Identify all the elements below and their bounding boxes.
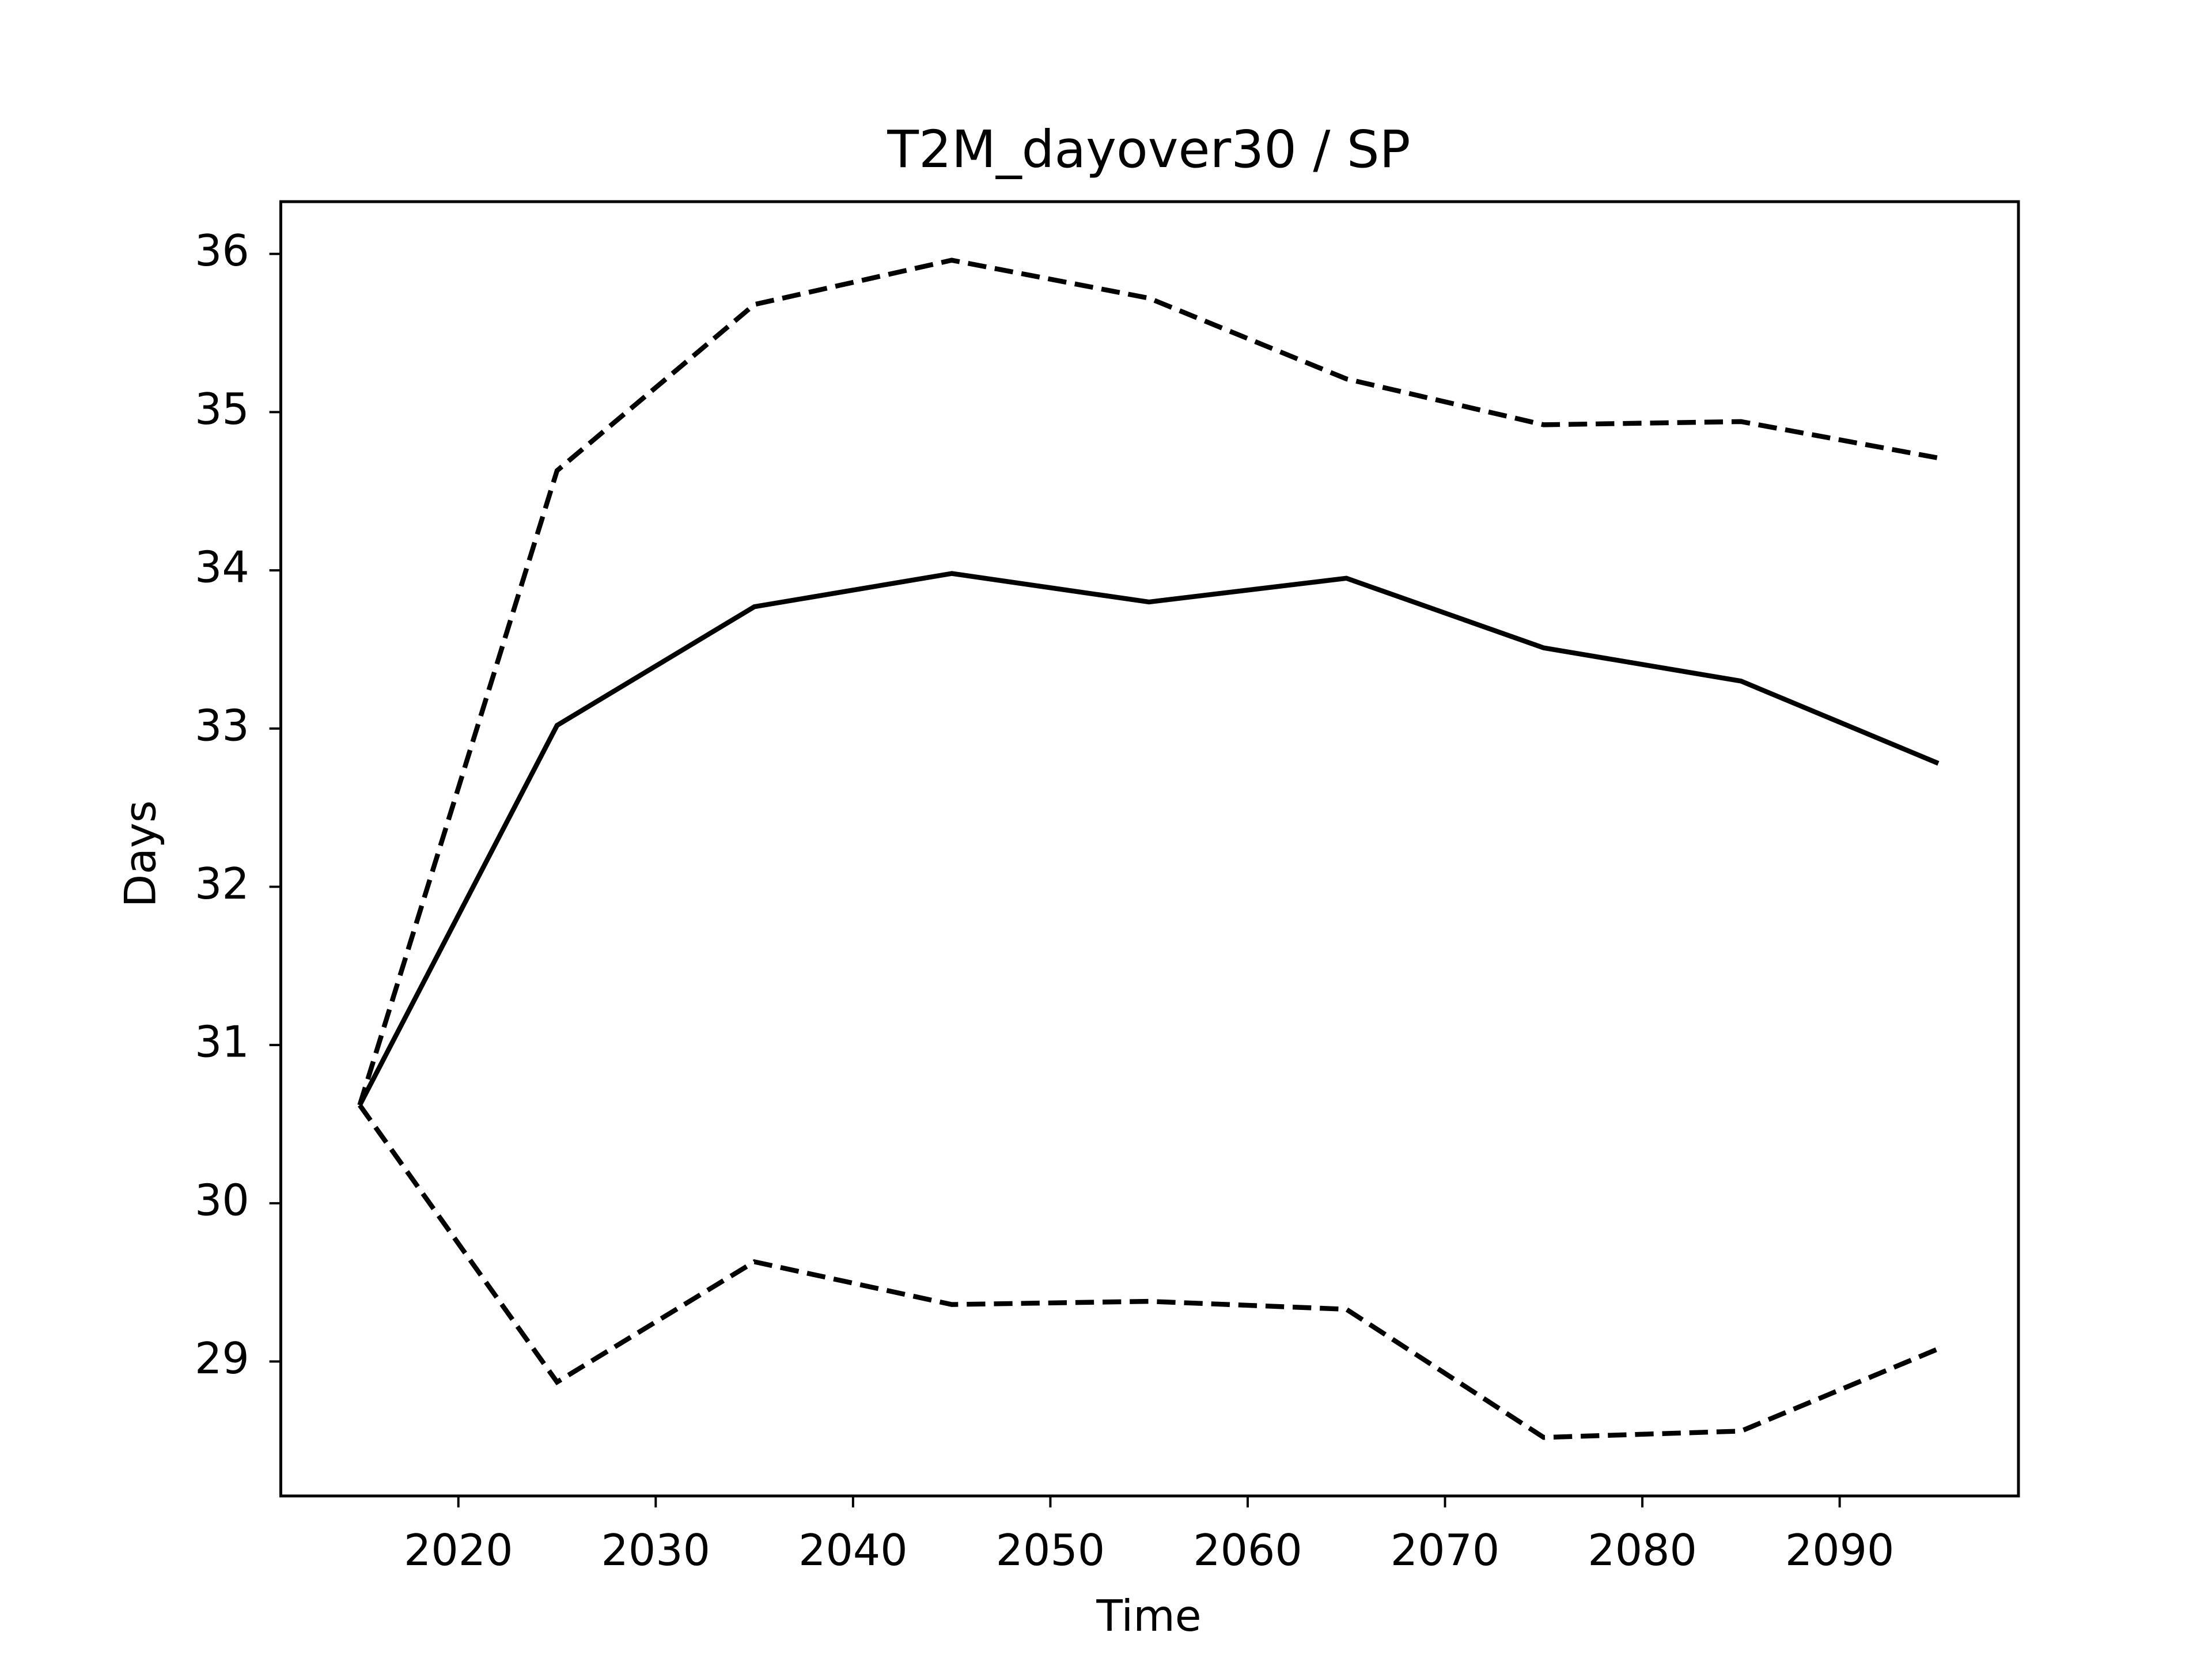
plot-frame: [279, 200, 2020, 1498]
x-tick-label: 2090: [1785, 1525, 1895, 1575]
x-axis-label: Time: [1096, 1591, 1201, 1641]
y-tick-label: 36: [195, 226, 249, 276]
x-tick-label: 2070: [1391, 1525, 1500, 1575]
y-tick-label: 31: [195, 1017, 249, 1067]
y-tick-label: 34: [195, 543, 249, 593]
y-tick-label: 35: [195, 384, 249, 434]
y-tick-label: 32: [195, 859, 249, 909]
y-tick-label: 30: [195, 1175, 249, 1225]
series-line: [357, 571, 1940, 1107]
x-tick-label: 2080: [1588, 1525, 1697, 1575]
chart-title: T2M_dayover30 / SP: [887, 120, 1410, 180]
y-axis-label: Days: [116, 800, 166, 907]
x-tick-label: 2060: [1193, 1525, 1302, 1575]
x-tick-label: 2030: [601, 1525, 711, 1575]
y-tick-label: 29: [195, 1334, 249, 1384]
y-tick-label: 33: [195, 700, 249, 751]
series-line: [358, 1104, 1940, 1440]
series-line: [357, 257, 1939, 1106]
x-tick-label: 2020: [404, 1525, 513, 1575]
x-tick-label: 2040: [798, 1525, 908, 1575]
x-tick-label: 2050: [996, 1525, 1105, 1575]
